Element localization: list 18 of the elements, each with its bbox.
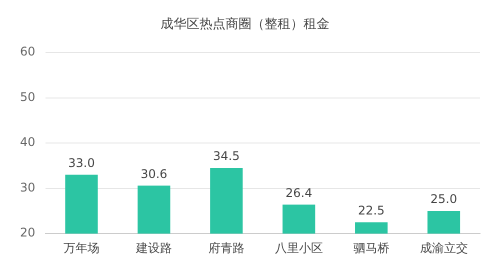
x-tick-label: 成渝立交 [420, 240, 468, 255]
data-label: 34.5 [213, 149, 240, 164]
x-tick-label: 驷马桥 [353, 240, 390, 255]
y-tick-label: 30 [20, 180, 36, 194]
data-label: 26.4 [286, 186, 312, 200]
data-label: 22.5 [358, 203, 385, 218]
y-tick-label: 50 [20, 90, 36, 104]
data-label: 25.0 [430, 192, 458, 206]
data-label: 30.6 [140, 166, 168, 181]
x-tick-label: 府青路 [208, 240, 244, 255]
y-tick-label: 60 [20, 44, 36, 59]
x-tick-label: 建设路 [134, 240, 172, 255]
x-tick-label: 八里小区 [274, 240, 323, 255]
data-label: 33.0 [68, 156, 95, 170]
y-tick-label: 40 [20, 135, 36, 150]
y-tick-label: 20 [20, 226, 36, 240]
chart-title: 成华区热点商圈（整租）租金 [160, 17, 330, 32]
x-tick-label: 万年场 [63, 240, 100, 255]
